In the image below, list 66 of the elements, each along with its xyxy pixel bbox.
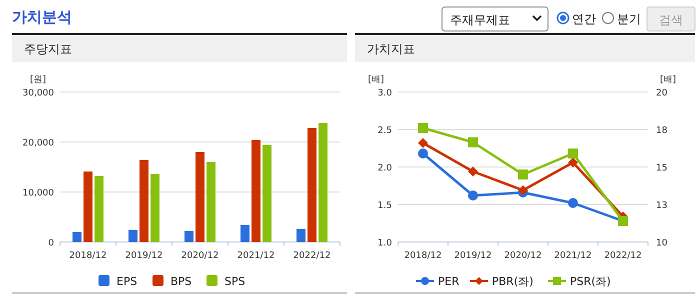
- x-tick-label: 2018/12: [404, 251, 442, 261]
- y2-tick-label: 20: [656, 88, 668, 98]
- y-tick-label: 10,000: [22, 188, 54, 198]
- y2-tick-label: 10: [656, 238, 668, 248]
- y2-tick-label: 13: [656, 201, 668, 211]
- point: [568, 158, 578, 168]
- x-tick-label: 2022/12: [604, 251, 642, 261]
- point: [568, 198, 578, 208]
- y2-tick-label: 15: [656, 164, 668, 174]
- bar: [72, 232, 82, 242]
- bar: [206, 162, 216, 242]
- y-tick-label: 20,000: [22, 138, 54, 148]
- bar: [308, 128, 316, 242]
- y-tick-label: 30,000: [22, 88, 54, 98]
- point: [418, 148, 428, 158]
- legend-label: BPS: [170, 275, 192, 288]
- bar: [184, 231, 194, 242]
- y-axis-title: [원]: [30, 75, 46, 85]
- point: [568, 148, 578, 158]
- bar: [150, 174, 160, 242]
- y2-axis-title: [배]: [660, 75, 676, 85]
- legend-label: PSR(좌): [570, 275, 611, 288]
- x-tick-label: 2022/12: [293, 251, 331, 261]
- legend-label: PER: [438, 275, 460, 288]
- x-tick-label: 2020/12: [181, 251, 219, 261]
- x-tick-label: 2019/12: [125, 251, 163, 261]
- text: 분기: [617, 12, 641, 26]
- point: [468, 166, 478, 176]
- y2-tick-label: 18: [656, 126, 668, 136]
- bar: [140, 160, 148, 242]
- bar: [128, 230, 138, 242]
- y-tick-label: 0: [48, 238, 54, 248]
- chart-title: 주당지표: [24, 42, 72, 56]
- x-tick-label: 2021/12: [237, 251, 275, 261]
- x-tick-label: 2018/12: [69, 251, 107, 261]
- y-tick-label: 1.0: [378, 238, 392, 248]
- bar: [252, 140, 260, 242]
- point: [418, 123, 428, 133]
- chart-title: 가치지표: [367, 42, 415, 56]
- y-tick-label: 3.0: [378, 88, 392, 98]
- bar: [296, 229, 306, 242]
- text: 연간: [572, 12, 596, 26]
- legend-label: PBR(좌): [492, 275, 534, 288]
- y-tick-label: 1.5: [378, 201, 392, 211]
- bar: [318, 123, 328, 242]
- y-axis-title: [배]: [368, 75, 384, 85]
- point: [468, 137, 478, 148]
- legend-label: SPS: [224, 275, 246, 288]
- x-tick-label: 2020/12: [504, 251, 542, 261]
- legend-label: EPS: [116, 275, 138, 288]
- dropdown: 주재무제표: [442, 6, 548, 32]
- y-tick-label: 2.0: [378, 164, 392, 174]
- button: 검색: [646, 6, 696, 32]
- x-tick-label: 2021/12: [554, 251, 592, 261]
- bar: [262, 145, 272, 242]
- y-tick-label: 2.5: [378, 126, 392, 136]
- bar: [196, 152, 204, 242]
- bar: [84, 172, 92, 242]
- x-tick-label: 2019/12: [454, 251, 492, 261]
- point: [518, 185, 528, 196]
- point: [468, 190, 478, 200]
- bar: [94, 176, 104, 242]
- text: 가치분석: [12, 8, 72, 26]
- point: [418, 138, 428, 148]
- bar: [240, 225, 250, 242]
- point: [518, 170, 528, 180]
